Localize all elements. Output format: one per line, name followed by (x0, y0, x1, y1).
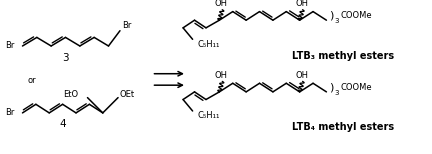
Text: LTB₄ methyl esters: LTB₄ methyl esters (292, 122, 394, 132)
Text: C₅H₁₁: C₅H₁₁ (197, 111, 220, 120)
Text: C₅H₁₁: C₅H₁₁ (197, 40, 220, 49)
Text: Br: Br (6, 108, 15, 117)
Text: ): ) (329, 82, 334, 92)
Text: EtO: EtO (63, 90, 78, 99)
Text: OH: OH (295, 0, 308, 8)
Text: 3: 3 (334, 18, 339, 24)
Text: 3: 3 (334, 90, 339, 96)
Text: Br: Br (122, 21, 131, 30)
Text: OH: OH (215, 0, 228, 8)
Text: Br: Br (6, 41, 15, 51)
Text: 4: 4 (59, 119, 66, 129)
Text: OEt: OEt (120, 90, 135, 99)
Text: COOMe: COOMe (341, 83, 372, 92)
Text: 3: 3 (62, 53, 69, 63)
Text: COOMe: COOMe (341, 11, 372, 20)
Text: ): ) (329, 10, 334, 20)
Text: LTB₃ methyl esters: LTB₃ methyl esters (292, 51, 394, 61)
Text: OH: OH (295, 71, 308, 80)
Text: OH: OH (215, 71, 228, 80)
Text: or: or (28, 76, 36, 85)
